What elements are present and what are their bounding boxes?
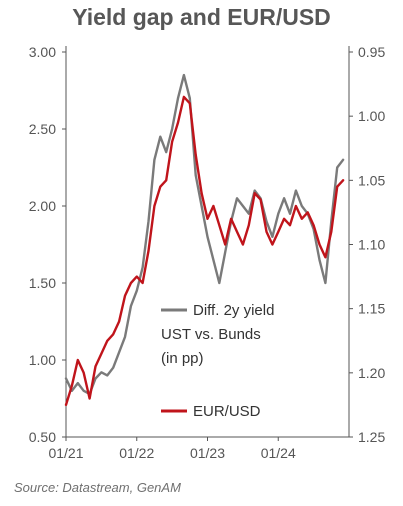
series-layer	[64, 73, 345, 407]
legend: Diff. 2y yield UST vs. Bunds (in pp) EUR/US…	[161, 302, 274, 420]
x-tick-label: 01/21	[48, 445, 83, 461]
axes: 0.50 1.00 1.50 2.00 2.50 3.00 0.95 1.00 1.05 1.10…	[29, 44, 386, 461]
right-tick-label: 1.10	[358, 237, 385, 253]
right-tick-label: 1.00	[358, 108, 385, 124]
legend-label-yield-gap: Diff. 2y yield	[193, 302, 274, 319]
x-tick-label: 01/22	[119, 445, 154, 461]
chart-title: Yield gap and EUR/USD	[72, 4, 331, 30]
series-line-yield-gap	[64, 73, 345, 396]
x-tick-label: 01/24	[261, 445, 296, 461]
right-tick-label: 1.05	[358, 172, 385, 188]
legend-label-eurusd: EUR/USD	[193, 403, 261, 420]
right-tick-label: 1.25	[358, 429, 385, 445]
left-tick-label: 1.00	[29, 352, 56, 368]
left-tick-label: 3.00	[29, 44, 56, 60]
series-line-eurusd	[64, 95, 345, 407]
right-tick-label: 1.15	[358, 301, 385, 317]
left-tick-label: 0.50	[29, 429, 56, 445]
legend-label-yield-gap: (in pp)	[161, 350, 204, 367]
x-tick-label: 01/23	[190, 445, 225, 461]
left-tick-label: 2.50	[29, 121, 56, 137]
right-tick-label: 0.95	[358, 44, 385, 60]
left-tick-label: 1.50	[29, 275, 56, 291]
left-tick-label: 2.00	[29, 198, 56, 214]
right-tick-label: 1.20	[358, 365, 385, 381]
source-note: Source: Datastream, GenAM	[14, 480, 181, 495]
legend-label-yield-gap: UST vs. Bunds	[161, 326, 261, 343]
